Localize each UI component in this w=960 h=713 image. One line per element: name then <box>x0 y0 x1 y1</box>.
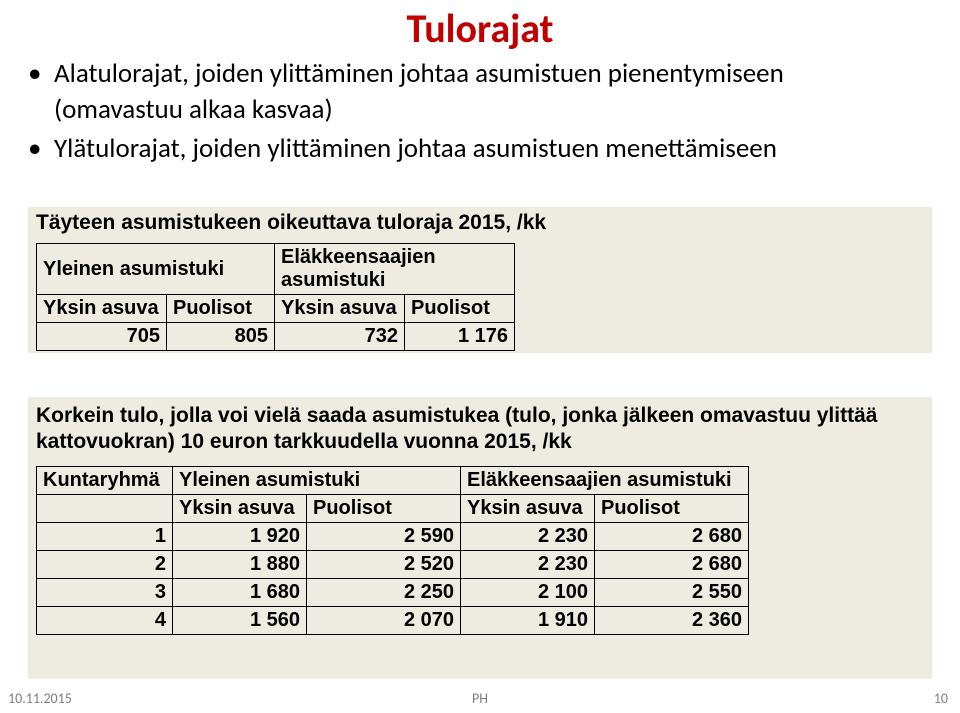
table2-cell: 2 680 <box>595 522 749 550</box>
table1-sub-header: Puolisot <box>405 295 515 323</box>
footer-author: PH <box>0 690 960 707</box>
bullet-marker: • <box>28 56 54 129</box>
table1: Yleinen asumistuki Eläkkeensaajien asumi… <box>36 243 515 351</box>
table2: Kuntaryhmä Yleinen asumistuki Eläkkeensa… <box>36 466 749 635</box>
table2-cell: 2 230 <box>461 522 595 550</box>
slide: Tulorajat • Alatulorajat, joiden ylittäm… <box>0 0 960 713</box>
table1-cell: 705 <box>37 323 167 351</box>
table1-sub-header: Yksin asuva <box>37 295 167 323</box>
bullet-item: • Alatulorajat, joiden ylittäminen johta… <box>28 56 918 129</box>
table-row: 705 805 732 1 176 <box>37 323 515 351</box>
table2-cell: 1 <box>37 522 173 550</box>
table2-sub-header: Puolisot <box>595 494 749 522</box>
table-row: Yksin asuva Puolisot Yksin asuva Puoliso… <box>37 295 515 323</box>
table2-cell: 2 550 <box>595 578 749 606</box>
table-row: 1 1 920 2 590 2 230 2 680 <box>37 522 749 550</box>
table2-group-header: Eläkkeensaajien asumistuki <box>461 466 749 494</box>
bullet-marker: • <box>28 131 54 167</box>
table-row: Kuntaryhmä Yleinen asumistuki Eläkkeensa… <box>37 466 749 494</box>
table2-sub-header-blank <box>37 494 173 522</box>
table1-cell: 805 <box>167 323 275 351</box>
table1-cell: 1 176 <box>405 323 515 351</box>
table2-cell: 2 230 <box>461 550 595 578</box>
footer-page-number: 10 <box>934 690 948 707</box>
table-row: Yleinen asumistuki Eläkkeensaajien asumi… <box>37 244 515 295</box>
table2-sub-header: Yksin asuva <box>461 494 595 522</box>
table2-box: Korkein tulo, jolla voi vielä saada asum… <box>28 397 932 679</box>
table1-box: Täyteen asumistukeen oikeuttava tuloraja… <box>28 207 932 353</box>
table2-cell: 4 <box>37 606 173 634</box>
bullet-list: • Alatulorajat, joiden ylittäminen johta… <box>28 56 918 169</box>
table-row: 4 1 560 2 070 1 910 2 360 <box>37 606 749 634</box>
table2-cell: 1 910 <box>461 606 595 634</box>
table2-cell: 2 590 <box>307 522 461 550</box>
bullet-item: • Ylätulorajat, joiden ylittäminen johta… <box>28 131 918 167</box>
table2-cell: 2 680 <box>595 550 749 578</box>
table1-sub-header: Puolisot <box>167 295 275 323</box>
table1-group-header: Eläkkeensaajien asumistuki <box>275 244 515 295</box>
slide-title: Tulorajat <box>0 4 960 53</box>
table-row: 3 1 680 2 250 2 100 2 550 <box>37 578 749 606</box>
table2-cell: 2 250 <box>307 578 461 606</box>
table2-sub-header: Puolisot <box>307 494 461 522</box>
table1-caption: Täyteen asumistukeen oikeuttava tuloraja… <box>36 211 924 235</box>
table2-corner: Kuntaryhmä <box>37 466 173 494</box>
table2-cell: 1 680 <box>173 578 307 606</box>
table2-cell: 2 360 <box>595 606 749 634</box>
table1-sub-header: Yksin asuva <box>275 295 405 323</box>
table2-cell: 1 920 <box>173 522 307 550</box>
bullet-text: Ylätulorajat, joiden ylittäminen johtaa … <box>54 131 777 167</box>
table1-group-header: Yleinen asumistuki <box>37 244 275 295</box>
table-row: 2 1 880 2 520 2 230 2 680 <box>37 550 749 578</box>
table2-cell: 1 880 <box>173 550 307 578</box>
table2-caption: Korkein tulo, jolla voi vielä saada asum… <box>36 403 924 456</box>
table2-cell: 2 100 <box>461 578 595 606</box>
table2-cell: 2 520 <box>307 550 461 578</box>
table2-cell: 1 560 <box>173 606 307 634</box>
table-row: Yksin asuva Puolisot Yksin asuva Puoliso… <box>37 494 749 522</box>
table2-cell: 3 <box>37 578 173 606</box>
table2-sub-header: Yksin asuva <box>173 494 307 522</box>
table2-group-header: Yleinen asumistuki <box>173 466 461 494</box>
table2-cell: 2 <box>37 550 173 578</box>
table1-cell: 732 <box>275 323 405 351</box>
bullet-text: Alatulorajat, joiden ylittäminen johtaa … <box>54 56 918 129</box>
table2-cell: 2 070 <box>307 606 461 634</box>
